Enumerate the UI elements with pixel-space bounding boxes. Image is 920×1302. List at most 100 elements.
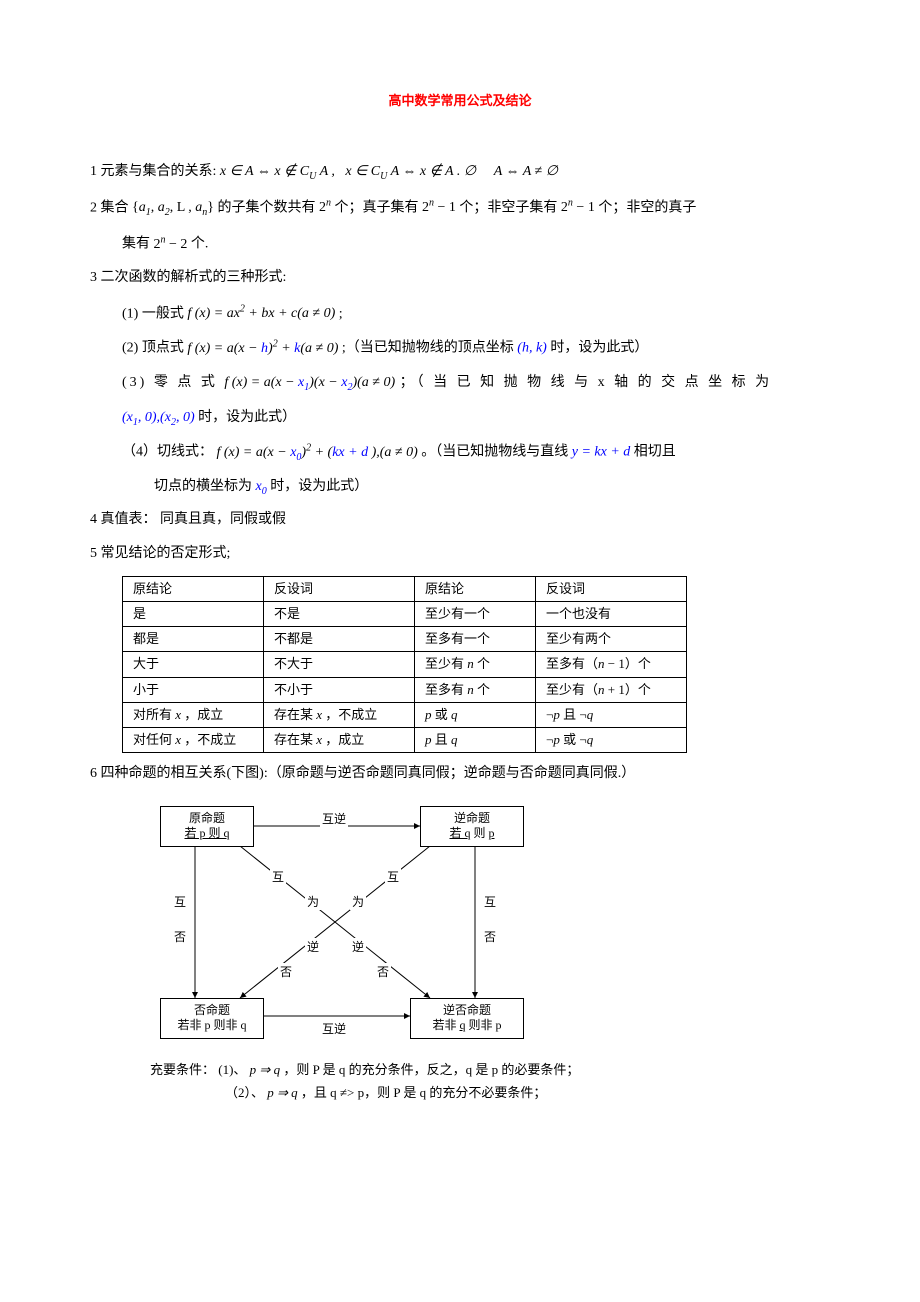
label-d3: 为 bbox=[305, 893, 321, 910]
b3b: 若非 p 则非 q bbox=[167, 1018, 257, 1034]
i2-m1: 的子集个数共有 bbox=[218, 200, 320, 215]
td: 存在某 x ，成立 bbox=[264, 727, 415, 752]
td: 不小于 bbox=[264, 677, 415, 702]
i34d: y = kx + d bbox=[572, 445, 631, 460]
item-4: 4 真值表： 同真且真，同假或假 bbox=[90, 507, 830, 534]
td: 不大于 bbox=[264, 652, 415, 677]
i33d: (x1, 0),(x2, 0) bbox=[122, 410, 195, 425]
i2-m3: 个；非空子集有 bbox=[459, 200, 561, 215]
i2-p1: 2n bbox=[319, 200, 331, 215]
i32d: (h, k) bbox=[517, 341, 547, 356]
label-top: 互逆 bbox=[320, 810, 348, 827]
td: 一个也没有 bbox=[536, 602, 687, 627]
c1c: ，则 P 是 q 的充分条件，反之，q 是 p 的必要条件； bbox=[283, 1062, 579, 1077]
b1a: 原命题 bbox=[167, 811, 247, 827]
td: ¬p 或 ¬q bbox=[536, 727, 687, 752]
c2c: ，且 q ≠> p，则 P 是 q 的充分不必要条件； bbox=[301, 1085, 546, 1100]
i34h: 时，设为此式） bbox=[270, 479, 368, 494]
i2-l2a: 集有 bbox=[122, 237, 154, 252]
document-title: 高中数学常用公式及结论 bbox=[90, 90, 830, 109]
box-original: 原命题 若 p 则 q bbox=[160, 806, 254, 847]
box-converse: 逆命题 若 q 则 p bbox=[420, 806, 524, 847]
table-row: 大于 不大于 至少有 n 个 至多有（n − 1）个 bbox=[123, 652, 687, 677]
i31c: ; bbox=[339, 306, 343, 321]
i2-p3: 2n − 1 bbox=[561, 200, 595, 215]
td: ¬p 且 ¬q bbox=[536, 702, 687, 727]
label-right-fou: 否 bbox=[482, 928, 498, 945]
b4a: 逆否命题 bbox=[417, 1003, 517, 1019]
table-row: 是 不是 至少有一个 一个也没有 bbox=[123, 602, 687, 627]
item-2-line2: 集有 2n − 2 个. bbox=[90, 230, 830, 259]
box-contrapositive: 逆否命题 若非 q 则非 p bbox=[410, 998, 524, 1039]
td: 都是 bbox=[123, 627, 264, 652]
b3a: 否命题 bbox=[167, 1003, 257, 1019]
item-1: 1 元素与集合的关系: x ∈ A ⇔ x ∉ CU A , x ∈ CU A … bbox=[90, 159, 830, 186]
td: 是 bbox=[123, 602, 264, 627]
i34b: f (x) = a(x − x0)2 + (kx + d ),(a ≠ 0) bbox=[217, 445, 418, 460]
c1b: p ⇒ q bbox=[250, 1062, 280, 1077]
td: 至少有一个 bbox=[415, 602, 536, 627]
i32e: 时，设为此式） bbox=[550, 341, 648, 356]
i32a: (2) 顶点式 bbox=[122, 341, 187, 356]
item-2: 2 集合 {a1, a2, L , an} 的子集个数共有 2n 个；真子集有 … bbox=[90, 194, 830, 222]
table-row: 对任何 x ，不成立 存在某 x ，成立 p 且 q ¬p 或 ¬q bbox=[123, 727, 687, 752]
b4b: 若非 q 则非 p bbox=[417, 1018, 517, 1034]
item-3-1: (1) 一般式 f (x) = ax2 + bx + c(a ≠ 0) ; bbox=[90, 300, 830, 329]
i2-p2: 2n − 1 bbox=[422, 200, 456, 215]
th: 原结论 bbox=[123, 576, 264, 601]
i32c: ;（当已知抛物线的顶点坐标 bbox=[342, 341, 517, 356]
td: 对任何 x ，不成立 bbox=[123, 727, 264, 752]
condition-1: 充要条件： (1)、 p ⇒ q ，则 P 是 q 的充分条件，反之，q 是 p… bbox=[90, 1058, 830, 1081]
i31b: f (x) = ax2 + bx + c(a ≠ 0) bbox=[187, 306, 335, 321]
table-row: 对所有 x ，成立 存在某 x ，不成立 p 或 q ¬p 且 ¬q bbox=[123, 702, 687, 727]
th: 原结论 bbox=[415, 576, 536, 601]
b1b: 若 p 则 q bbox=[167, 826, 247, 842]
negation-table: 原结论 反设词 原结论 反设词 是 不是 至少有一个 一个也没有 都是 不都是 … bbox=[122, 576, 687, 753]
table-row: 都是 不都是 至多有一个 至少有两个 bbox=[123, 627, 687, 652]
item-3-3: (3) 零 点 式 f (x) = a(x − x1)(x − x2)(a ≠ … bbox=[90, 369, 830, 398]
c2a: （2）、 bbox=[225, 1085, 264, 1100]
item-6: 6 四种命题的相互关系(下图):（原命题与逆否命题同真同假；逆命题与否命题同真同… bbox=[90, 761, 830, 788]
td: p 且 q bbox=[415, 727, 536, 752]
item-5: 5 常见结论的否定形式; bbox=[90, 541, 830, 568]
td: 大于 bbox=[123, 652, 264, 677]
i2-l2b: 个. bbox=[191, 237, 209, 252]
i2-m2: 个；真子集有 bbox=[335, 200, 423, 215]
td: 不都是 bbox=[264, 627, 415, 652]
i34a: （4）切线式： bbox=[122, 445, 213, 460]
td: 至多有 n 个 bbox=[415, 677, 536, 702]
label-d7: 否 bbox=[278, 963, 294, 980]
label-right-hu: 互 bbox=[482, 893, 498, 910]
td: 小于 bbox=[123, 677, 264, 702]
td: p 或 q bbox=[415, 702, 536, 727]
td: 至少有 n 个 bbox=[415, 652, 536, 677]
item-1-formula: x ∈ A ⇔ x ∉ CU A , x ∈ CU A ⇔ x ∉ A . ∅ … bbox=[220, 164, 558, 179]
label-d1: 互 bbox=[270, 868, 286, 885]
label-d4: 为 bbox=[350, 893, 366, 910]
td: 至多有一个 bbox=[415, 627, 536, 652]
i34c: 。（当已知抛物线与直线 bbox=[421, 445, 572, 460]
table-row: 小于 不小于 至多有 n 个 至少有（n + 1）个 bbox=[123, 677, 687, 702]
td: 至多有（n − 1）个 bbox=[536, 652, 687, 677]
td: 存在某 x ，不成立 bbox=[264, 702, 415, 727]
item-1-prefix: 1 元素与集合的关系: bbox=[90, 164, 220, 179]
i33a: (3) 零 点 式 bbox=[122, 375, 224, 390]
b2a: 逆命题 bbox=[427, 811, 517, 827]
i33c: ；（ 当 已 知 抛 物 线 与 x 轴 的 交 点 坐 标 为 bbox=[400, 375, 773, 390]
td: 至少有（n + 1）个 bbox=[536, 677, 687, 702]
i31a: (1) 一般式 bbox=[122, 306, 187, 321]
th: 反设词 bbox=[536, 576, 687, 601]
label-d8: 否 bbox=[375, 963, 391, 980]
table-row: 原结论 反设词 原结论 反设词 bbox=[123, 576, 687, 601]
label-bottom: 互逆 bbox=[320, 1020, 348, 1037]
b2b: 若 q 则 p bbox=[427, 826, 517, 842]
i32b: f (x) = a(x − h)2 + k(a ≠ 0) bbox=[187, 341, 338, 356]
label-d6: 逆 bbox=[350, 938, 366, 955]
i33e: 时，设为此式） bbox=[198, 410, 296, 425]
i34f: 切点的横坐标为 bbox=[154, 479, 256, 494]
i2-prefix: 2 集合 bbox=[90, 200, 132, 215]
i33b: f (x) = a(x − x1)(x − x2)(a ≠ 0) bbox=[224, 375, 395, 390]
label-left-fou: 否 bbox=[172, 928, 188, 945]
label-d2: 互 bbox=[385, 868, 401, 885]
i34g: x0 bbox=[256, 479, 267, 494]
